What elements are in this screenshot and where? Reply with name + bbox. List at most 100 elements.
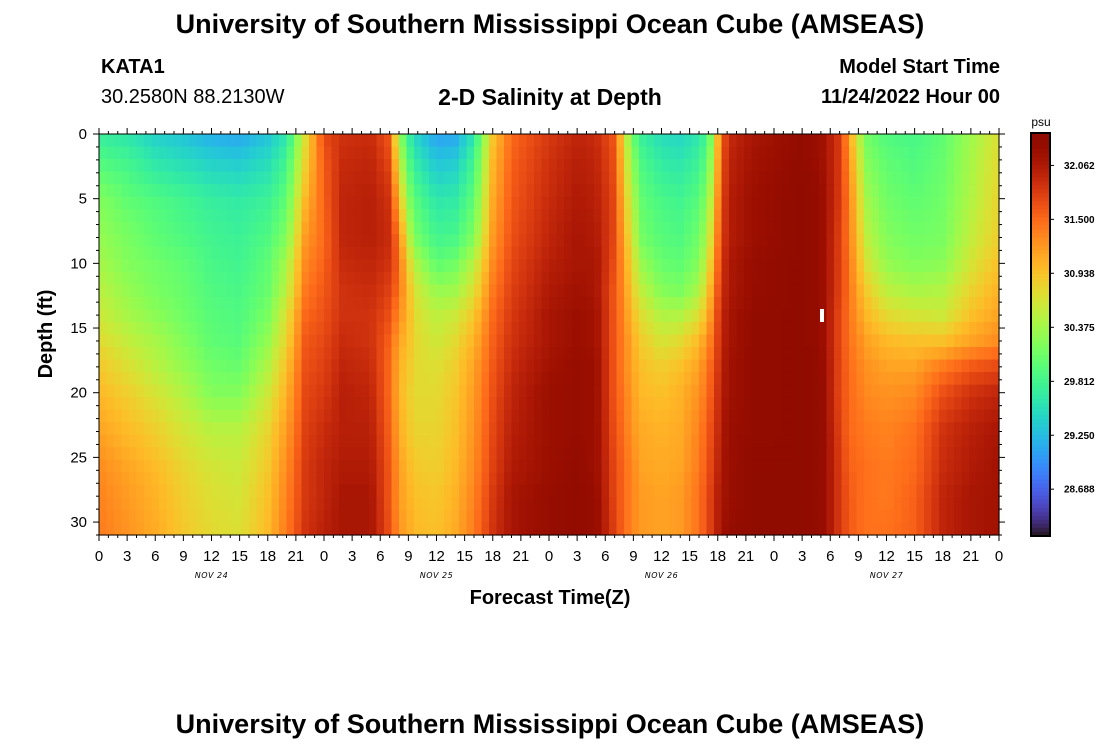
heat-cell	[144, 497, 153, 511]
heat-cell	[436, 234, 445, 248]
heat-cell	[316, 384, 325, 398]
heat-cell	[159, 184, 168, 198]
heat-cell	[691, 509, 700, 524]
heat-cell	[129, 422, 138, 436]
heat-cell	[99, 334, 108, 348]
heat-cell	[444, 134, 453, 148]
heat-cell	[781, 171, 790, 185]
heat-cell	[811, 509, 820, 524]
heat-cell	[714, 284, 723, 298]
heat-cell	[781, 246, 790, 260]
heat-cell	[324, 146, 333, 160]
heat-cell	[136, 159, 145, 173]
heat-cell	[609, 509, 618, 524]
heat-cell	[286, 221, 295, 235]
heat-cell	[496, 246, 505, 260]
heat-cell	[939, 284, 948, 298]
heat-cell	[151, 522, 160, 536]
heat-cell	[924, 434, 933, 448]
heat-cell	[639, 522, 648, 536]
heat-cell	[646, 472, 655, 486]
heat-cell	[624, 196, 633, 210]
heat-cell	[129, 434, 138, 448]
heat-cell	[99, 434, 108, 448]
heat-cell	[309, 384, 318, 398]
heat-cell	[429, 484, 438, 499]
heat-cell	[459, 472, 468, 486]
heat-cell	[744, 259, 753, 273]
heat-cell	[406, 497, 415, 511]
heat-cell	[534, 334, 543, 348]
heat-cell	[879, 459, 888, 473]
heat-cell	[271, 459, 280, 473]
heat-cell	[534, 409, 543, 423]
heat-cell	[511, 347, 520, 361]
heat-cell	[174, 146, 183, 160]
x-tick-label: 9	[404, 548, 412, 565]
heat-cell	[294, 184, 303, 198]
heat-cell	[264, 271, 273, 285]
heat-cell	[301, 309, 310, 323]
heat-cell	[331, 347, 340, 361]
x-tick-label: 9	[179, 548, 187, 565]
heat-cell	[399, 309, 408, 323]
heat-cell	[204, 171, 213, 185]
heat-cell	[654, 196, 663, 210]
heat-cell	[226, 459, 235, 473]
heat-cell	[759, 472, 768, 486]
heat-cell	[189, 409, 198, 423]
heat-cell	[916, 321, 925, 336]
heat-cell	[954, 159, 963, 173]
heat-cell	[961, 347, 970, 361]
colorbar-cell	[1031, 181, 1050, 186]
heat-cell	[601, 134, 610, 148]
heat-cell	[886, 284, 895, 298]
heat-cell	[151, 422, 160, 436]
heat-cell	[436, 359, 445, 373]
heat-cell	[234, 296, 243, 311]
heat-cell	[99, 321, 108, 336]
heat-cell	[519, 134, 528, 148]
heat-cell	[616, 159, 625, 173]
heat-cell	[421, 484, 430, 499]
heat-cell	[466, 384, 475, 398]
colorbar-cell	[1031, 475, 1050, 481]
heat-cell	[991, 509, 1000, 524]
heat-cell	[166, 171, 175, 185]
heat-cell	[691, 397, 700, 411]
heat-cell	[204, 409, 213, 423]
heat-cell	[166, 296, 175, 311]
heat-cell	[421, 422, 430, 436]
x-tick-label: 21	[513, 548, 530, 565]
heat-cell	[586, 259, 595, 273]
heat-cell	[864, 497, 873, 511]
heat-cell	[624, 422, 633, 436]
heat-cell	[196, 209, 205, 223]
heat-cell	[421, 384, 430, 398]
heat-cell	[579, 284, 588, 298]
heat-cell	[736, 196, 745, 210]
heat-cell	[504, 271, 513, 285]
heat-cell	[706, 271, 715, 285]
heat-cell	[519, 196, 528, 210]
heat-cell	[324, 434, 333, 448]
heat-cell	[976, 409, 985, 423]
heat-cell	[451, 196, 460, 210]
heat-cell	[264, 246, 273, 260]
heat-cell	[931, 159, 940, 173]
heat-cell	[729, 159, 738, 173]
heat-cell	[391, 321, 400, 336]
heat-cell	[541, 234, 550, 248]
heat-cell	[631, 522, 640, 536]
heat-cell	[166, 447, 175, 461]
heat-cell	[496, 259, 505, 273]
heat-cell	[481, 209, 490, 223]
heat-cell	[264, 509, 273, 524]
heat-cell	[601, 196, 610, 210]
colorbar-cell	[1031, 423, 1050, 428]
heat-cell	[489, 497, 498, 511]
heat-cell	[579, 259, 588, 273]
heat-cell	[856, 397, 865, 411]
heat-cell	[691, 234, 700, 248]
heat-cell	[339, 134, 348, 148]
